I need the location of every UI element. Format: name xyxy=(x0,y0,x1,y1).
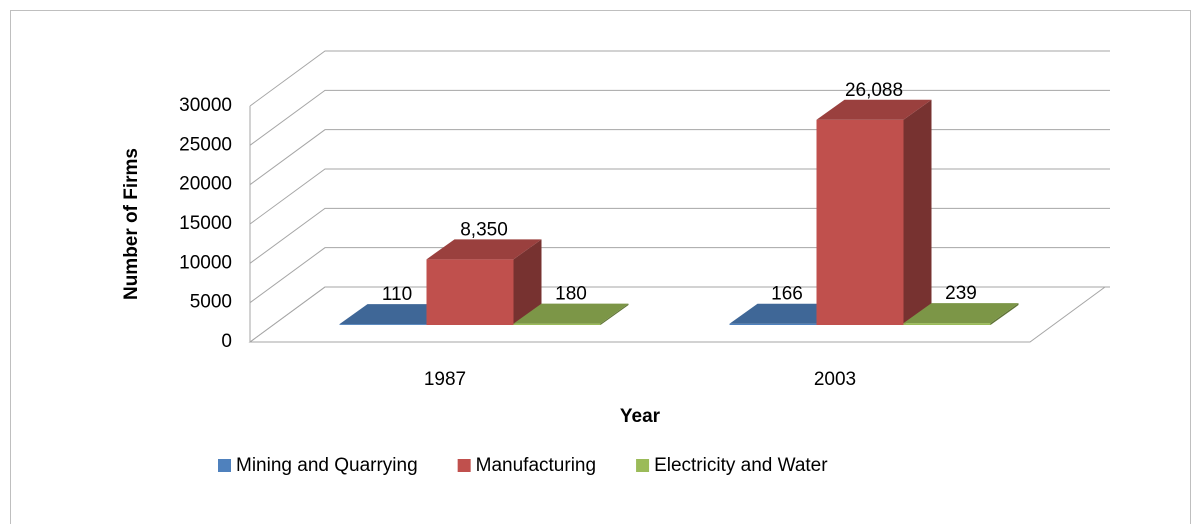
y-axis-label: Number of Firms xyxy=(121,148,142,300)
x-tick-label: 1987 xyxy=(424,369,466,390)
bar-face xyxy=(426,259,514,325)
grid-line xyxy=(249,247,1110,304)
grid-line xyxy=(249,50,1110,107)
grid-line xyxy=(249,168,1110,225)
legend-swatch xyxy=(457,459,471,472)
grid-line xyxy=(249,129,1110,186)
bar-face xyxy=(513,239,542,325)
data-label: 180 xyxy=(555,284,587,305)
grid-line xyxy=(249,207,1110,264)
bar-face xyxy=(339,304,455,325)
legend-label: Manufacturing xyxy=(476,455,596,476)
y-tick-label: 5000 xyxy=(190,292,232,313)
data-label: 8,350 xyxy=(460,219,508,240)
x-tick-label: 2003 xyxy=(814,369,856,390)
bar-face xyxy=(729,323,817,325)
y-tick-label: 10000 xyxy=(179,252,232,273)
bar-face xyxy=(513,303,629,324)
y-tick-label: 30000 xyxy=(179,95,232,116)
bar-face xyxy=(513,323,601,325)
bar xyxy=(903,303,1019,325)
bar-face xyxy=(816,119,904,325)
bar-face xyxy=(990,303,1019,325)
bar-face xyxy=(600,303,629,325)
legend-swatch xyxy=(218,459,231,472)
legend-swatch xyxy=(636,459,650,472)
data-label: 239 xyxy=(945,283,977,304)
y-tick-label: 20000 xyxy=(179,174,232,195)
bar xyxy=(426,239,542,325)
data-label: 166 xyxy=(771,284,803,305)
bar xyxy=(816,99,932,325)
legend-label: Electricity and Water xyxy=(654,455,828,476)
chart-border xyxy=(10,10,1191,524)
data-label: 26,088 xyxy=(845,80,903,101)
legend-label: Mining and Quarrying xyxy=(236,455,418,476)
y-tick-label: 15000 xyxy=(179,213,232,234)
bar-face xyxy=(339,324,427,325)
bar-face xyxy=(903,99,932,325)
grid-line xyxy=(249,89,1110,146)
bar-face xyxy=(816,99,932,120)
y-tick-label: 0 xyxy=(221,331,232,352)
bar xyxy=(513,303,629,325)
bar-face xyxy=(903,323,991,325)
bar-face xyxy=(426,239,542,260)
x-axis-label: Year xyxy=(620,406,661,427)
y-tick-label: 25000 xyxy=(179,134,232,155)
bar-face xyxy=(729,303,845,324)
data-label: 110 xyxy=(382,284,412,305)
bar-face xyxy=(903,303,1019,324)
